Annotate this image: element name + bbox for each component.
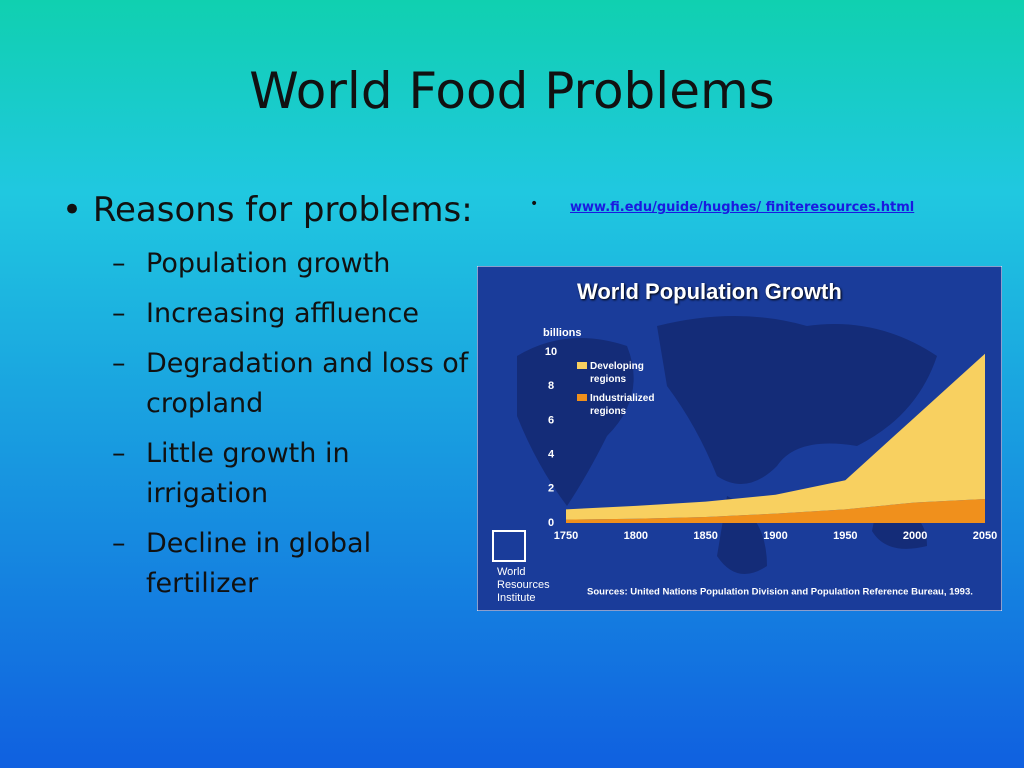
x-tick-label: 1800 [624,530,648,542]
legend-swatch [577,362,587,369]
logo-text: Resources [497,579,550,591]
logo-text: Institute [497,592,536,604]
sub-item: Degradation and loss of cropland [112,344,472,424]
legend-swatch [577,394,587,401]
y-tick-label: 8 [548,380,554,392]
y-tick-label: 10 [545,346,557,358]
area [566,353,985,520]
x-tick-label: 1900 [763,530,787,542]
bullet-text: Reasons for problems: [92,190,473,230]
x-tick-label: 1950 [833,530,857,542]
y-axis-label: billions [543,327,582,339]
link-bullet: • [530,196,539,212]
y-tick-label: 4 [548,449,555,461]
chart-title: World Population Growth [577,279,842,304]
sub-item: Little growth in irrigation [112,434,472,514]
sub-item: Increasing affluence [112,294,472,334]
y-tick-label: 2 [548,483,554,495]
sub-item: Decline in global fertilizer [112,524,472,604]
y-tick-label: 0 [548,517,554,529]
sub-list: Population growth Increasing affluence Deg… [112,244,472,614]
source: Sources: United Nations Population Divis… [587,587,973,598]
link[interactable]: www.fi.edu/guide/hughes/ finiteresources… [570,200,915,215]
bullet: • Reasons for problems: [62,190,473,230]
x-tick-label: 2050 [973,530,997,542]
legend-label: Industrialized regions [590,393,657,417]
logo-text: World [497,566,526,578]
map-shape [517,316,937,574]
sub-item: Population growth [112,244,472,284]
x-tick-label: 1850 [693,530,717,542]
legend-label: Developing regions [590,361,647,385]
x-tick-label: 2000 [903,530,927,542]
area [566,499,985,523]
logo [492,530,526,562]
slide-title: World Food Problems [249,62,775,120]
y-tick-label: 6 [548,414,554,426]
chart: World Population Growth billions 0 2 4 6 8 10 17… [477,266,1002,611]
x-tick-label: 1750 [554,530,578,542]
